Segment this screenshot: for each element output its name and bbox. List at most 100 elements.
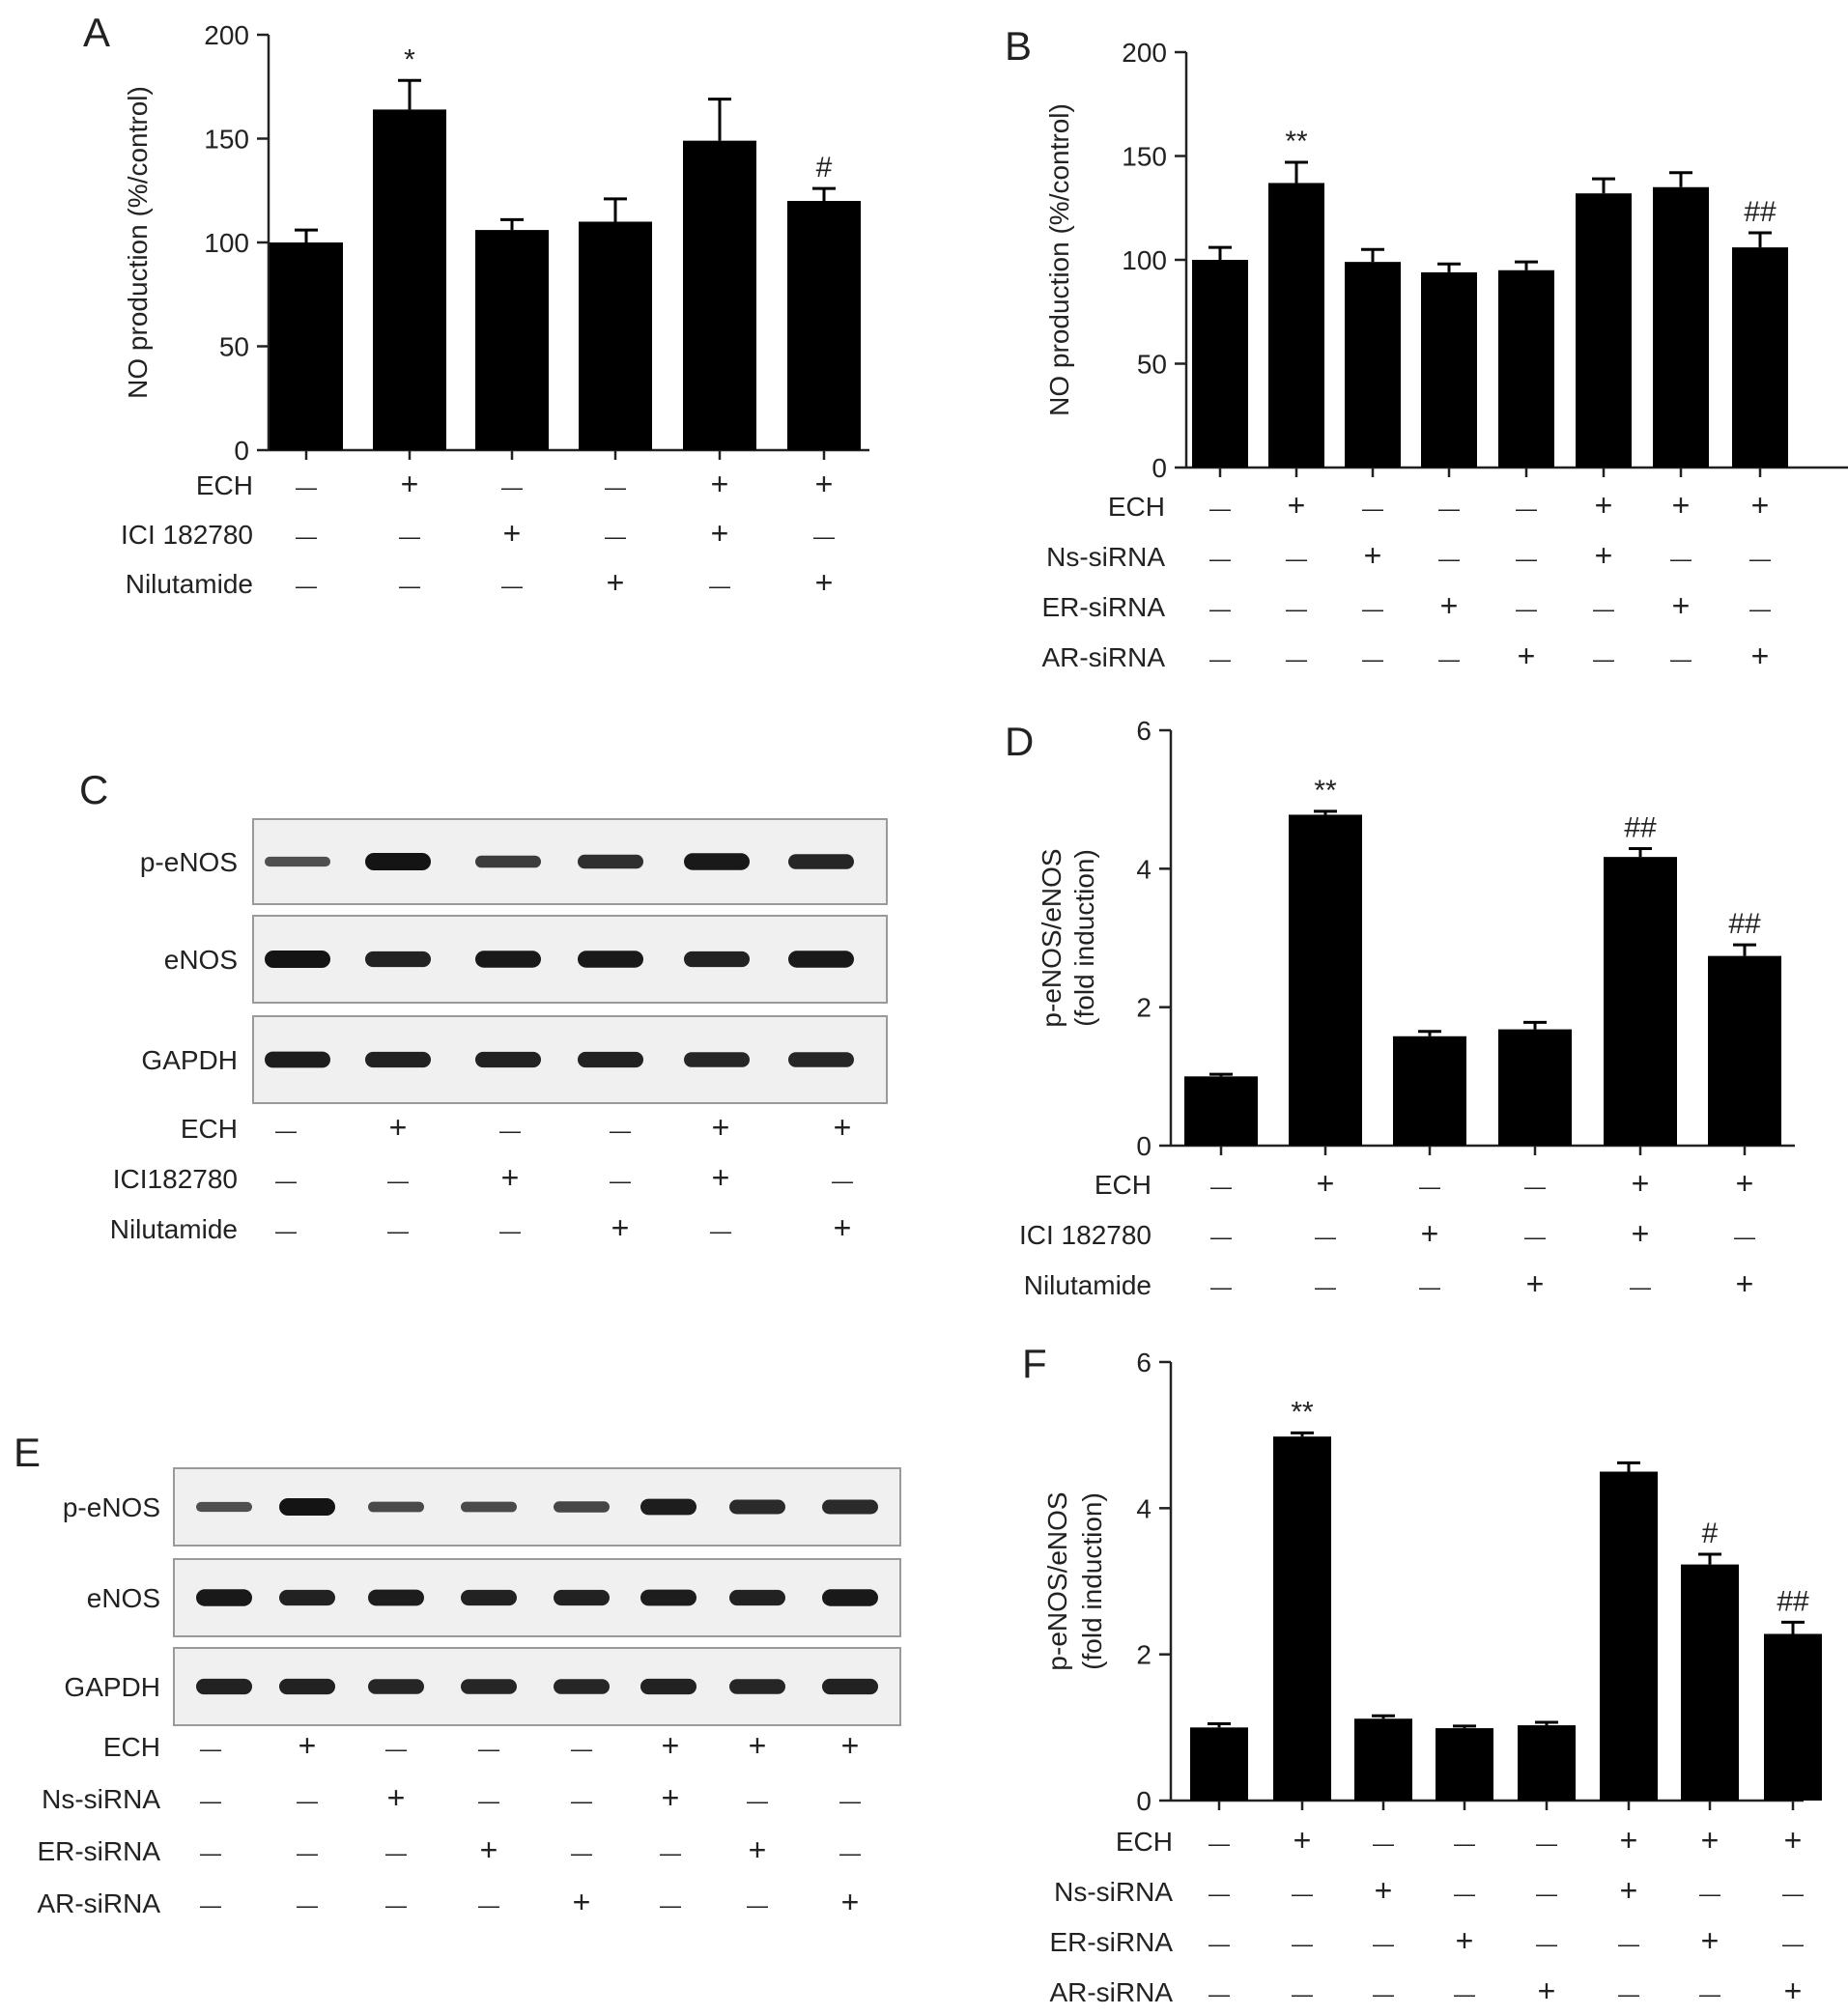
minus-sign: — xyxy=(1292,1932,1313,1956)
plus-sign: + xyxy=(389,1110,408,1145)
plus-sign: + xyxy=(1456,1923,1474,1958)
condition-label: ICI 182780 xyxy=(1019,1220,1151,1250)
bar xyxy=(579,221,652,450)
y-tick-label: 150 xyxy=(204,125,249,155)
plus-sign: + xyxy=(1595,488,1613,523)
blot-band xyxy=(279,1678,335,1695)
panel-label-a: A xyxy=(83,10,110,55)
bar xyxy=(1421,271,1477,468)
minus-sign: — xyxy=(1362,647,1383,671)
y-axis-label: NO production (%/control) xyxy=(123,86,153,399)
bar xyxy=(1289,814,1362,1146)
minus-sign: — xyxy=(275,1169,297,1193)
minus-sign: — xyxy=(1292,1982,1313,2006)
plus-sign: + xyxy=(1701,1923,1720,1958)
significance-label: * xyxy=(404,43,415,75)
minus-sign: — xyxy=(499,1219,521,1243)
plus-sign: + xyxy=(1440,588,1459,623)
minus-sign: — xyxy=(297,1893,318,1917)
chart-d: 0 2 4 6 p-eNOS/eNOS (fold induction) ** ## ## ECH… xyxy=(1019,716,1795,1301)
y-tick-label: 50 xyxy=(219,332,249,362)
minus-sign: — xyxy=(1618,1982,1639,2006)
minus-sign: — xyxy=(1516,547,1537,571)
minus-sign: — xyxy=(275,1219,297,1243)
condition-label: Ns-siRNA xyxy=(42,1784,160,1814)
plus-sign: + xyxy=(834,1110,852,1145)
minus-sign: — xyxy=(571,1737,592,1761)
chart-a: 0 50 100 150 200 NO production (%/control) * # E… xyxy=(121,20,869,600)
minus-sign: — xyxy=(1315,1275,1336,1299)
blot-band xyxy=(368,1501,424,1513)
plus-sign: + xyxy=(1518,639,1536,673)
minus-sign: — xyxy=(1516,597,1537,621)
condition-label: ECH xyxy=(1095,1170,1151,1200)
bar xyxy=(1273,1436,1331,1801)
minus-sign: — xyxy=(385,1893,407,1917)
plus-sign: + xyxy=(1375,1873,1393,1908)
y-tick-label: 50 xyxy=(1137,350,1167,380)
y-tick-label: 150 xyxy=(1122,142,1167,172)
blot-membrane xyxy=(252,915,888,1004)
plus-sign: + xyxy=(1784,1973,1803,2008)
plus-sign: + xyxy=(1751,639,1770,673)
minus-sign: — xyxy=(1524,1225,1546,1249)
blot-band xyxy=(368,1679,424,1694)
plus-sign: + xyxy=(611,1210,630,1245)
minus-sign: — xyxy=(1209,597,1231,621)
condition-label: Nilutamide xyxy=(1024,1270,1151,1300)
significance-label: ** xyxy=(1285,126,1308,157)
bar xyxy=(1436,1728,1493,1801)
minus-sign: — xyxy=(1593,597,1614,621)
plus-sign: + xyxy=(1736,1266,1754,1301)
y-tick-label: 100 xyxy=(1122,245,1167,275)
minus-sign: — xyxy=(1749,597,1771,621)
blot-row-label: eNOS xyxy=(87,1583,160,1613)
significance-label: ## xyxy=(1744,196,1777,228)
minus-sign: — xyxy=(1630,1275,1651,1299)
blot-band xyxy=(475,1051,541,1068)
panel-label-c: C xyxy=(79,767,108,812)
significance-label: ** xyxy=(1291,1396,1314,1428)
plus-sign: + xyxy=(815,565,834,600)
y-tick-label: 6 xyxy=(1136,1348,1151,1377)
minus-sign: — xyxy=(296,475,317,499)
minus-sign: — xyxy=(605,525,626,549)
bar xyxy=(1498,270,1554,468)
blot-band xyxy=(729,1499,785,1515)
y-tick-label: 2 xyxy=(1136,1640,1151,1670)
blot-band xyxy=(640,1498,697,1516)
blot-membrane xyxy=(252,818,888,905)
plus-sign: + xyxy=(401,467,419,501)
minus-sign: — xyxy=(1670,547,1692,571)
bar xyxy=(270,242,343,450)
condition-label: Nilutamide xyxy=(126,569,253,599)
minus-sign: — xyxy=(1286,597,1307,621)
minus-sign: — xyxy=(571,1841,592,1865)
bar xyxy=(1345,262,1401,468)
plus-sign: + xyxy=(749,1832,767,1867)
minus-sign: — xyxy=(1618,1932,1639,1956)
plus-sign: + xyxy=(1672,588,1691,623)
y-tick-label: 200 xyxy=(1122,38,1167,68)
bar xyxy=(1681,1564,1739,1801)
condition-label: AR-siRNA xyxy=(37,1888,160,1918)
blot-c: p-eNOS eNOS GAPDH ECH — + — — + + ICI182780 — — + — + — N… xyxy=(110,818,888,1245)
minus-sign: — xyxy=(1210,1225,1232,1249)
minus-sign: — xyxy=(1209,547,1231,571)
condition-label: ECH xyxy=(103,1732,160,1762)
plus-sign: + xyxy=(1620,1823,1638,1858)
bar xyxy=(1184,1076,1258,1146)
blot-row-label: GAPDH xyxy=(64,1672,160,1702)
blot-band xyxy=(578,951,643,968)
blot-band xyxy=(640,1678,697,1695)
significance-label: ## xyxy=(1624,812,1657,844)
minus-sign: — xyxy=(1593,647,1614,671)
y-axis-label-2: (fold induction) xyxy=(1069,849,1099,1027)
minus-sign: — xyxy=(501,475,523,499)
minus-sign: — xyxy=(605,475,626,499)
blot-band xyxy=(822,1499,878,1515)
significance-label: # xyxy=(1702,1518,1719,1549)
bar xyxy=(1764,1633,1822,1801)
y-tick-label: 6 xyxy=(1136,716,1151,746)
minus-sign: — xyxy=(385,1737,407,1761)
